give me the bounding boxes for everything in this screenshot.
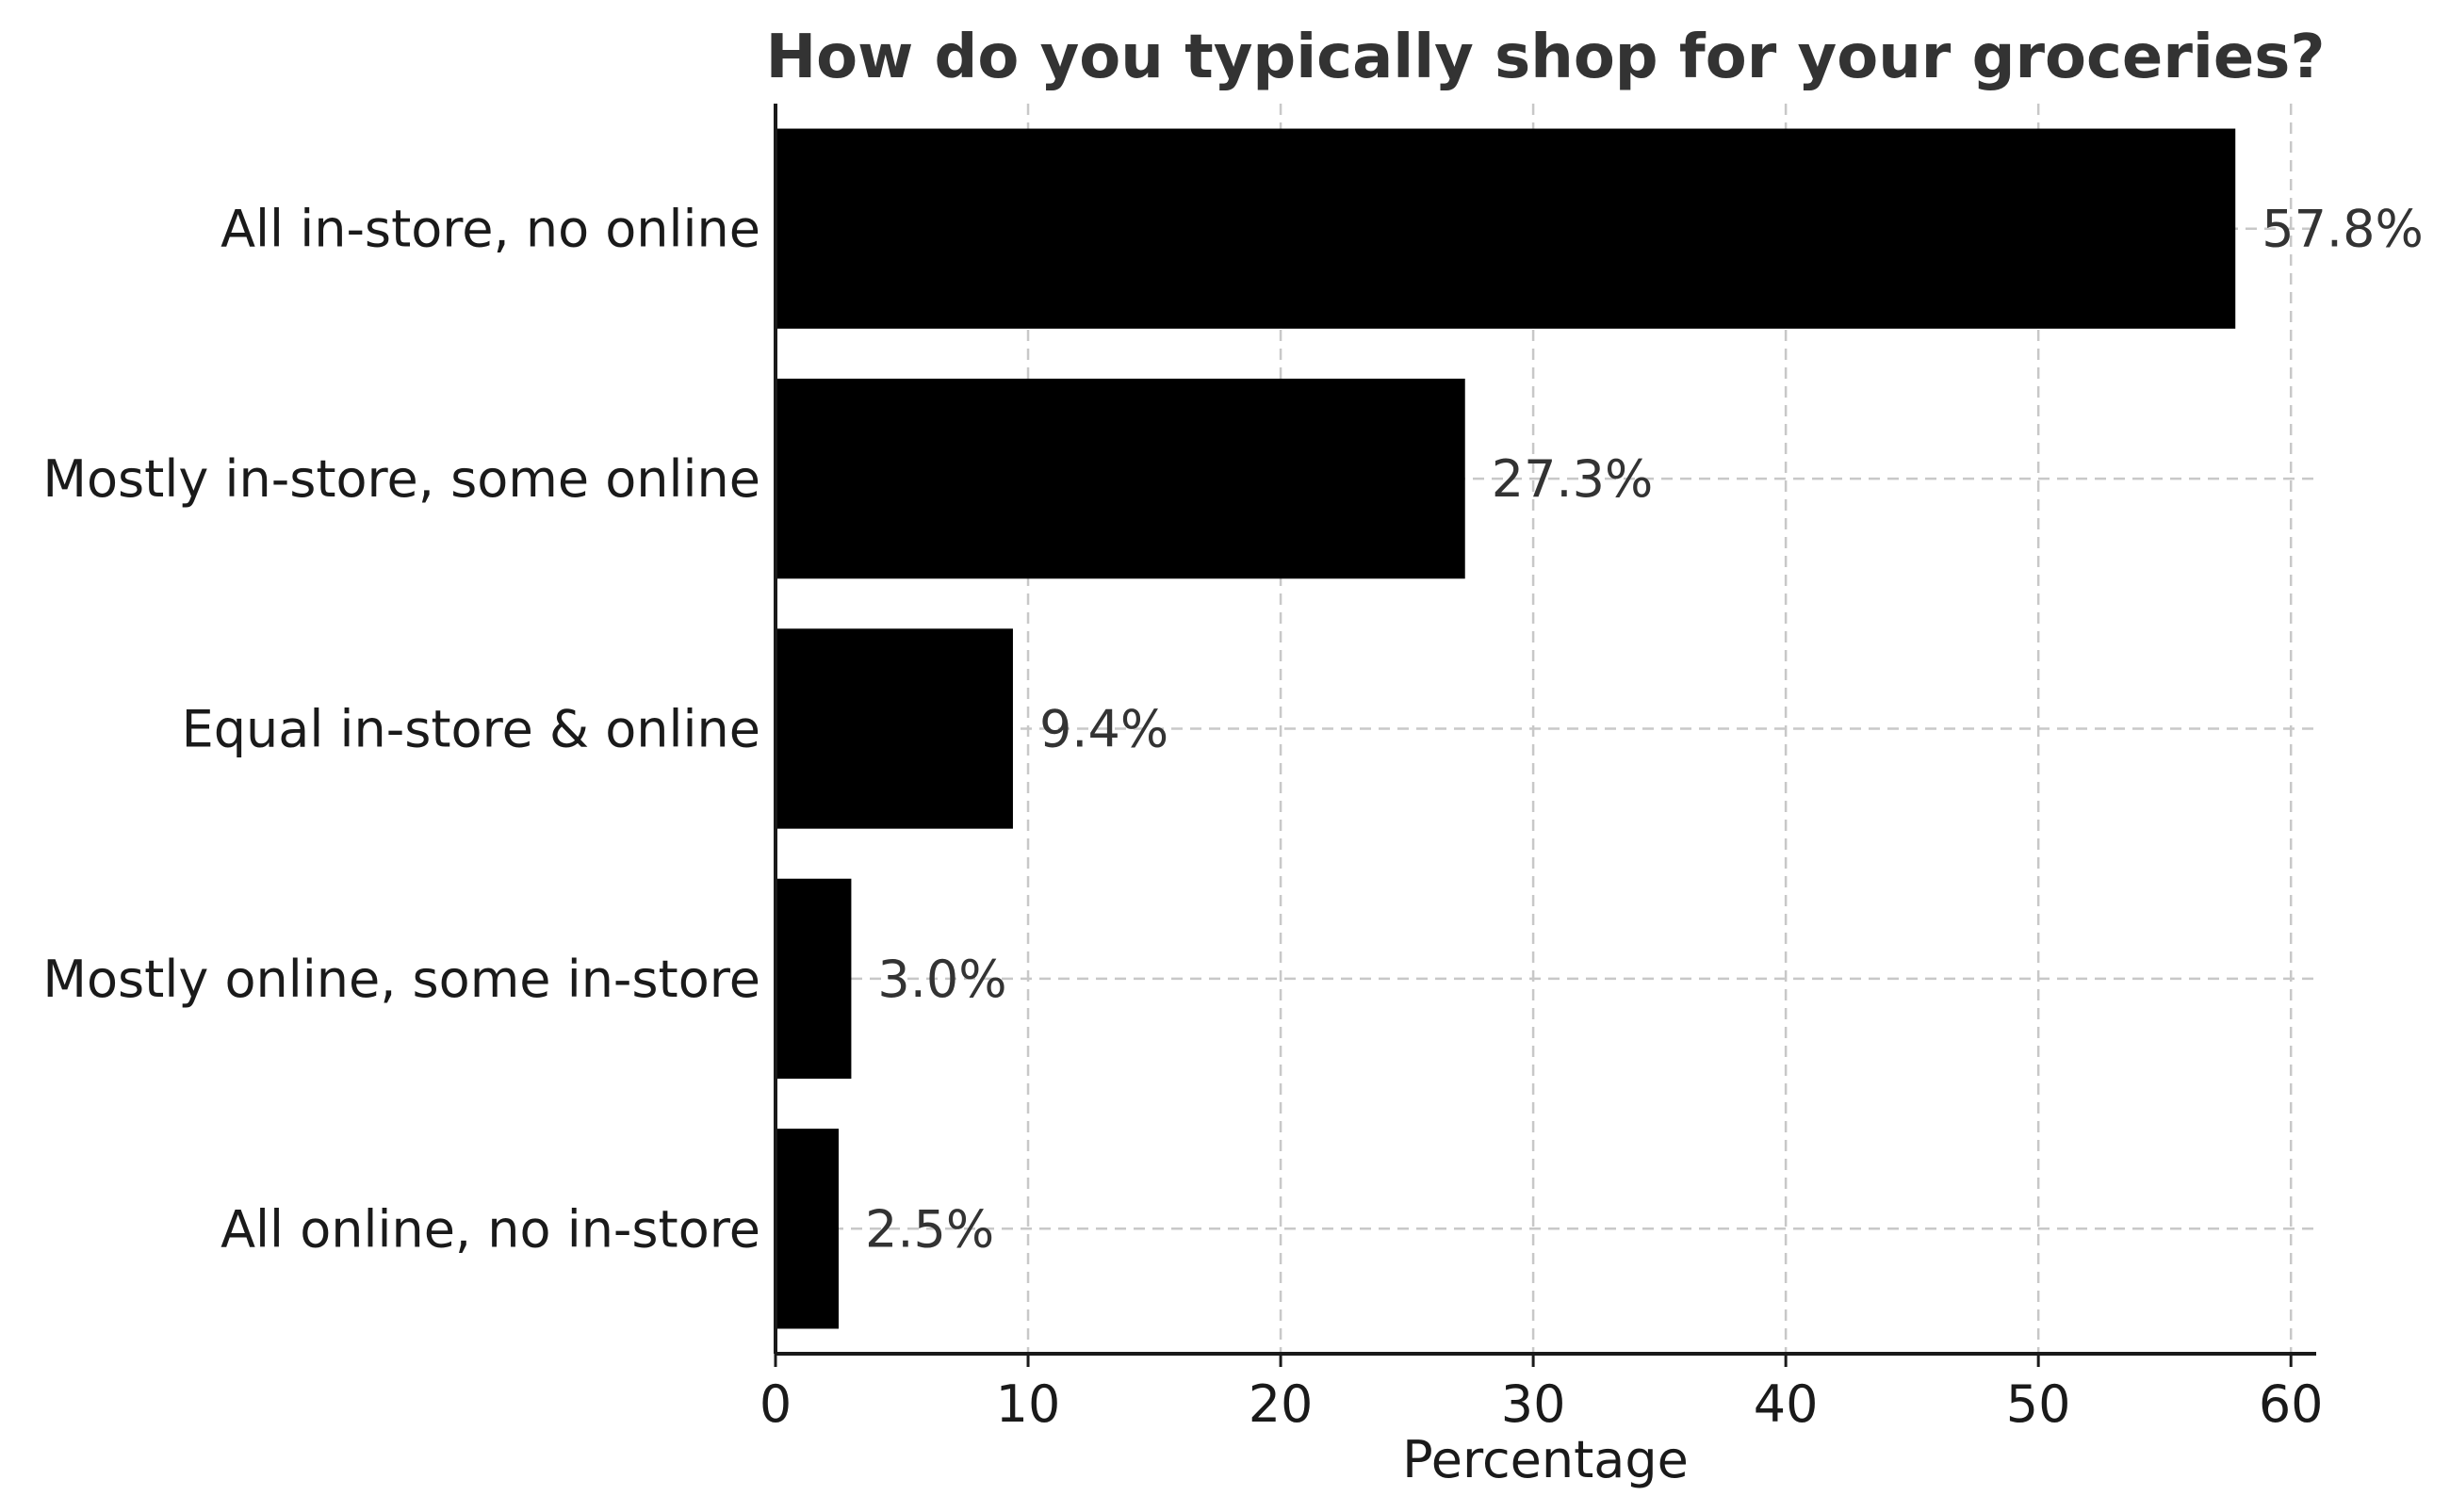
data-label-2: 9.4% xyxy=(1039,700,1168,759)
category-label-1: Mostly in-store, some online xyxy=(42,449,760,509)
x-tick-label-30: 30 xyxy=(1501,1374,1566,1434)
bar-0 xyxy=(776,128,2236,329)
data-labels: 57.8% 27.3% 9.4% 3.0% 2.5% xyxy=(865,200,2424,1260)
category-label-2: Equal in-store & online xyxy=(182,700,760,759)
x-tick-label-50: 50 xyxy=(2006,1374,2071,1434)
bar-3 xyxy=(776,878,852,1080)
chart-title: How do you typically shop for your groce… xyxy=(766,23,2326,92)
axes xyxy=(774,104,2316,1356)
x-tick-label-0: 0 xyxy=(760,1374,792,1434)
data-label-1: 27.3% xyxy=(1492,449,1654,509)
bars xyxy=(776,128,2236,1329)
x-axis-ticks: 0 10 20 30 40 50 60 xyxy=(760,1354,2324,1434)
bar-2 xyxy=(776,628,1013,829)
category-label-4: All online, no in-store xyxy=(220,1199,760,1259)
category-labels: All in-store, no online Mostly in-store, … xyxy=(42,200,760,1260)
bar-4 xyxy=(776,1129,840,1329)
x-tick-label-60: 60 xyxy=(2259,1374,2324,1434)
x-tick-label-10: 10 xyxy=(996,1374,1061,1434)
category-label-0: All in-store, no online xyxy=(220,200,760,259)
data-label-0: 57.8% xyxy=(2262,200,2424,259)
data-label-4: 2.5% xyxy=(865,1199,994,1259)
x-axis-label: Percentage xyxy=(1402,1430,1689,1489)
category-label-3: Mostly online, some in-store xyxy=(42,950,760,1009)
bar-1 xyxy=(776,378,1465,579)
x-tick-label-20: 20 xyxy=(1249,1374,1314,1434)
x-tick-label-40: 40 xyxy=(1754,1374,1819,1434)
data-label-3: 3.0% xyxy=(877,950,1006,1009)
